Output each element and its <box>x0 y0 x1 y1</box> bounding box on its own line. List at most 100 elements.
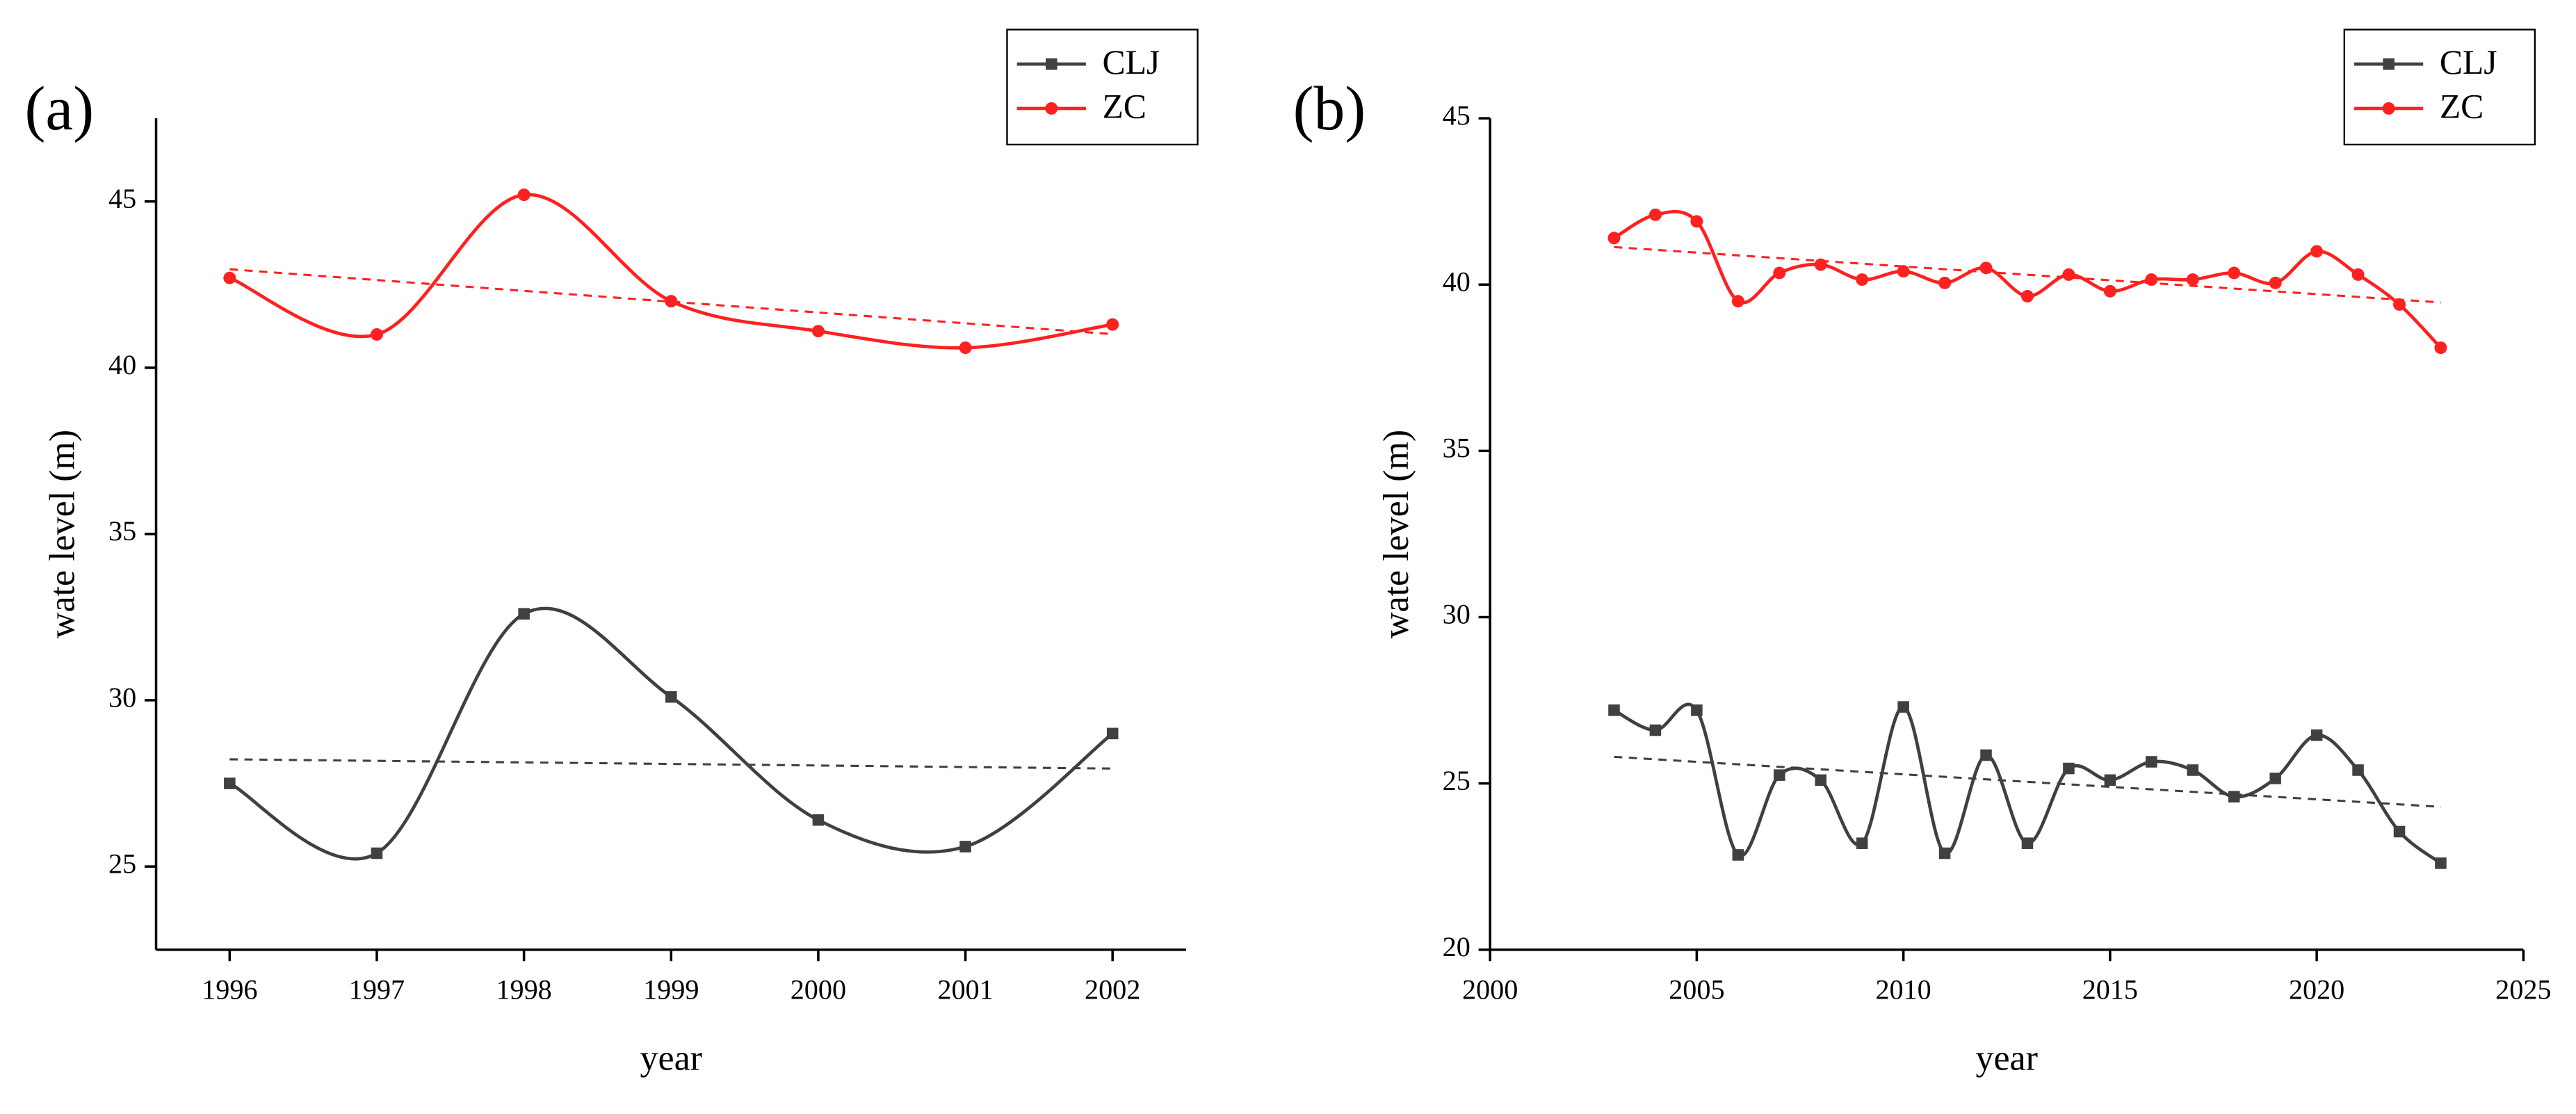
marker <box>2393 298 2406 311</box>
marker <box>2269 276 2282 289</box>
marker <box>2382 102 2395 115</box>
marker <box>2310 245 2324 258</box>
marker <box>2145 273 2158 286</box>
y-tick-label: 45 <box>108 183 136 214</box>
y-tick-label: 25 <box>108 848 136 879</box>
panel-label: (a) <box>24 74 94 143</box>
marker <box>2228 266 2241 280</box>
marker <box>665 691 677 703</box>
x-axis-title: year <box>640 1038 702 1078</box>
marker <box>1731 295 1744 308</box>
marker <box>2310 729 2323 741</box>
marker <box>370 328 383 341</box>
y-tick-label: 40 <box>1443 266 1471 297</box>
marker <box>223 271 236 284</box>
legend-label: ZC <box>1103 88 1147 126</box>
marker <box>1773 266 1786 280</box>
marker <box>2187 764 2199 776</box>
legend-box <box>1006 29 1199 146</box>
y-tick-label: 45 <box>1443 99 1471 131</box>
series-line <box>229 193 1113 350</box>
trend-line <box>1614 755 2441 808</box>
series-line <box>1613 209 2443 349</box>
legend-box <box>2343 29 2536 146</box>
marker <box>2104 774 2116 786</box>
marker <box>2435 857 2447 869</box>
legend-label: ZC <box>2440 88 2484 126</box>
marker <box>2352 764 2364 776</box>
marker <box>1732 849 1744 861</box>
y-tick-label: 35 <box>108 515 136 547</box>
y-tick-label: 30 <box>108 681 136 713</box>
marker <box>1856 837 1868 849</box>
panel-label: (b) <box>1293 74 1366 143</box>
marker <box>2020 290 2034 302</box>
marker <box>1938 276 1952 289</box>
marker <box>2021 837 2034 849</box>
marker <box>1690 215 1703 228</box>
marker <box>2228 791 2240 802</box>
marker <box>1691 704 1703 716</box>
marker <box>1649 208 1662 221</box>
x-tick-label: 2020 <box>2289 974 2344 1005</box>
trend-line <box>1614 245 2441 304</box>
x-tick-label: 2000 <box>1462 974 1518 1005</box>
marker <box>811 325 825 338</box>
marker <box>1045 58 1058 70</box>
marker <box>518 608 530 620</box>
x-tick-label: 2002 <box>1085 974 1140 1005</box>
x-tick-label: 2001 <box>937 974 993 1005</box>
marker <box>1045 102 1058 115</box>
marker <box>2186 273 2199 286</box>
marker <box>1897 701 1909 713</box>
y-tick-label: 35 <box>1443 433 1471 464</box>
marker <box>1774 769 1785 781</box>
y-axis-title: wate level (m) <box>1377 430 1416 638</box>
x-tick-label: 2015 <box>2082 974 2138 1005</box>
x-tick-label: 2005 <box>1669 974 1724 1005</box>
x-tick-label: 2025 <box>2495 974 2551 1005</box>
marker <box>665 295 678 308</box>
marker <box>2063 762 2075 775</box>
marker <box>959 841 971 853</box>
marker <box>1607 232 1621 245</box>
marker <box>1649 724 1662 736</box>
marker <box>1980 749 1992 761</box>
y-axis-title: wate level (m) <box>42 430 82 638</box>
marker <box>812 814 825 826</box>
x-tick-label: 1997 <box>349 974 405 1005</box>
marker <box>1608 704 1620 716</box>
marker <box>224 777 236 789</box>
y-tick-label: 40 <box>108 349 136 380</box>
marker <box>2269 773 2281 784</box>
x-tick-label: 2000 <box>791 974 846 1005</box>
marker <box>1979 261 1993 275</box>
marker <box>2393 825 2406 838</box>
marker <box>959 341 972 355</box>
marker <box>1814 258 1827 271</box>
marker <box>2383 58 2395 70</box>
marker <box>371 847 383 859</box>
marker <box>2434 341 2447 355</box>
trend-line <box>229 758 1113 770</box>
marker <box>2062 268 2075 281</box>
marker <box>1856 273 1869 286</box>
y-tick-label: 20 <box>1443 931 1471 962</box>
x-tick-label: 2010 <box>1875 974 1931 1005</box>
marker <box>2146 756 2157 768</box>
legend-label: CLJ <box>1103 43 1160 81</box>
marker <box>1938 847 1951 859</box>
marker <box>1815 774 1826 786</box>
marker <box>2351 268 2365 281</box>
x-tick-label: 1996 <box>202 974 257 1005</box>
marker <box>1897 265 1910 278</box>
marker <box>1106 318 1119 331</box>
y-tick-label: 30 <box>1443 599 1471 630</box>
y-tick-label: 25 <box>1443 765 1471 796</box>
x-axis-title: year <box>1976 1038 2038 1078</box>
marker <box>1106 727 1119 740</box>
marker <box>517 188 530 202</box>
marker <box>2103 284 2116 298</box>
